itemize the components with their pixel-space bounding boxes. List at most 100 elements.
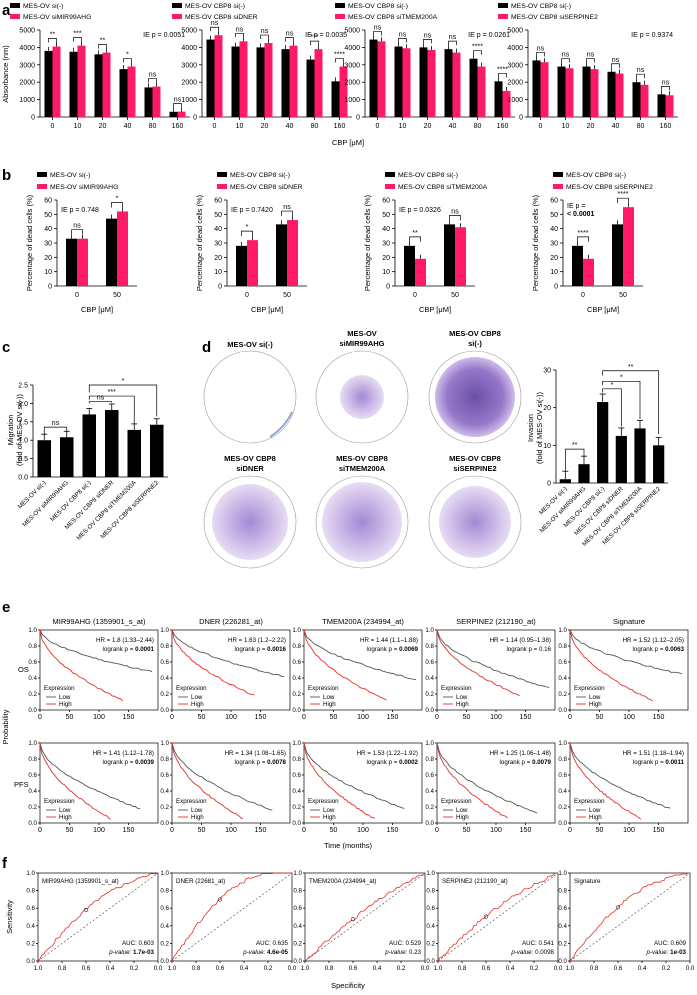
bar-control <box>582 66 591 117</box>
legend-swatch-control <box>217 172 227 177</box>
roc-plot-3: 0.0 0.2 0.4 0.6 0.8 1.0 1.0 0.8 0.6 0.4 0.2 0.0 TMEM… <box>293 870 429 972</box>
y-tick-label: 1.0 <box>425 740 434 747</box>
y-tick-label: 0 <box>356 115 360 122</box>
bar-control <box>612 224 623 286</box>
y-tick-label: 0.8 <box>160 643 169 650</box>
significance-bracket <box>210 26 219 32</box>
bar-knockdown <box>314 49 323 117</box>
well-label: MES-OV si(-) <box>227 340 273 349</box>
bar-knockdown <box>77 238 88 286</box>
x-tick-label: 20 <box>261 123 269 130</box>
x-tick-label: 50 <box>596 827 604 834</box>
km-curve-low <box>303 742 405 809</box>
legend-high: High <box>59 814 72 821</box>
y-tick-label: 0.8 <box>292 756 301 763</box>
bar-control <box>256 47 265 117</box>
x-tick-label: 80 <box>637 123 645 130</box>
bar-control <box>419 47 428 117</box>
y-tick-label: 1.0 <box>425 627 434 634</box>
hazard-ratio: HR = 1.51 (1.18–1.94) <box>623 750 684 757</box>
x-tick-label: 150 <box>387 714 399 721</box>
y-tick-label: 0.6 <box>558 659 567 666</box>
ie-p-value: IE p = 0.9374 <box>631 32 673 39</box>
significance-bracket <box>310 40 319 46</box>
y-axis-title: Sensitivity <box>5 900 14 934</box>
well-label: MES-OV CBP8 <box>449 454 501 463</box>
y-tick-label: 0.2 <box>426 940 435 947</box>
migration-bar <box>37 440 51 477</box>
bar-control <box>404 245 415 286</box>
legend-high: High <box>589 814 602 821</box>
bar-control <box>94 54 103 117</box>
logrank-p: logrank p = 0.0016 <box>235 646 287 653</box>
x-tick-label: 0.6 <box>216 965 225 972</box>
x-tick-label: 0.0 <box>686 965 695 972</box>
km-plot-os-1: 0.0 0.2 0.4 0.6 0.8 1.0 0 50 100 150 HR = 1.8 (1.3… <box>28 627 159 721</box>
bar-knockdown <box>640 84 649 117</box>
y-tick-label: 30 <box>543 368 551 375</box>
legend-label-control: MES-OV CBP8 si(-) <box>398 172 458 179</box>
y-tick-label: 4000 <box>181 45 197 52</box>
stained-cells <box>322 482 402 562</box>
roc-plot-5: 0.0 0.2 0.4 0.6 0.8 1.0 1.0 0.8 0.6 0.4 0.2 0.0 Sign… <box>558 870 694 972</box>
plot-frame <box>304 872 426 962</box>
y-tick-label: 0.8 <box>426 888 435 895</box>
well-edge-mark <box>269 411 293 438</box>
dead-cells-chart-2: 0 10 20 30 40 50 60 0 * 50 ns IE p = 0.7420 MES-OV C… <box>195 172 307 314</box>
y-tick-label: 0.2 <box>293 940 302 947</box>
x-tick-label: 50 <box>66 827 74 834</box>
x-tick-label: 0.2 <box>662 965 671 972</box>
y-axis-subtitle: (fold of MES-OV si(-)) <box>535 391 544 464</box>
panel-label-c: c <box>2 339 10 356</box>
y-tick-label: 4000 <box>344 45 360 52</box>
y-tick-label: 0.0 <box>292 707 301 714</box>
x-tick-label: 0.8 <box>192 965 201 972</box>
y-tick-label: 40 <box>214 226 222 233</box>
y-tick-label: 30 <box>550 241 558 248</box>
x-tick-label: 80 <box>311 123 319 130</box>
significance-label: * <box>611 382 614 389</box>
ie-p-value: IE p = 0.0261 <box>468 32 510 39</box>
significance-label: ns <box>612 57 620 64</box>
x-tick-label: 1.0 <box>566 965 575 972</box>
auc-value: AUC: 0.609 <box>654 940 687 947</box>
km-curve-low <box>436 742 538 814</box>
x-tick-label: 0 <box>75 292 79 299</box>
legend-low: Low <box>456 807 468 814</box>
bar-control <box>106 218 117 286</box>
y-tick-label: 5000 <box>344 28 360 35</box>
y-tick-label: 0 <box>519 115 523 122</box>
bar-knockdown <box>247 240 258 286</box>
legend-low: Low <box>456 694 468 701</box>
logrank-p: logrank p = 0.0078 <box>235 759 287 766</box>
p-value: p-value: 0.0098 <box>510 949 554 956</box>
bar-knockdown <box>415 258 426 286</box>
significance-label: **** <box>497 66 508 73</box>
bar-knockdown <box>455 227 466 286</box>
x-tick-label: 0.2 <box>397 965 406 972</box>
logrank-p: logrank p = 0.0079 <box>500 759 552 766</box>
bar-control <box>231 46 240 117</box>
y-tick-label: 0.6 <box>558 772 567 779</box>
y-tick-label: 10 <box>543 443 551 450</box>
significance-bracket <box>498 72 507 78</box>
y-tick-label: 0.0 <box>425 820 434 827</box>
y-tick-label: 2000 <box>507 80 523 87</box>
y-tick-label: 0.4 <box>292 788 301 795</box>
auc-value: AUC: 0.635 <box>256 940 289 947</box>
y-tick-label: 0 <box>31 115 35 122</box>
survival-title: DNER (226281_at) <box>199 617 263 626</box>
legend-high: High <box>323 701 336 708</box>
bar-knockdown <box>565 68 574 117</box>
km-curve-low <box>569 742 671 809</box>
legend-label-control: MES-OV si(-) <box>50 172 90 179</box>
bar-knockdown <box>502 90 511 117</box>
y-tick-label: 1.0 <box>426 870 435 877</box>
bar-control <box>331 81 340 117</box>
significance-label: ** <box>412 230 418 237</box>
x-tick-label: 50 <box>66 714 74 721</box>
km-plot-os-3: 0.0 0.2 0.4 0.6 0.8 1.0 0 50 100 150 HR = 1.44 (1.… <box>292 627 423 721</box>
significance-bracket <box>285 37 294 42</box>
y-tick-label: 5000 <box>19 28 35 35</box>
y-tick-label: 20 <box>550 255 558 262</box>
